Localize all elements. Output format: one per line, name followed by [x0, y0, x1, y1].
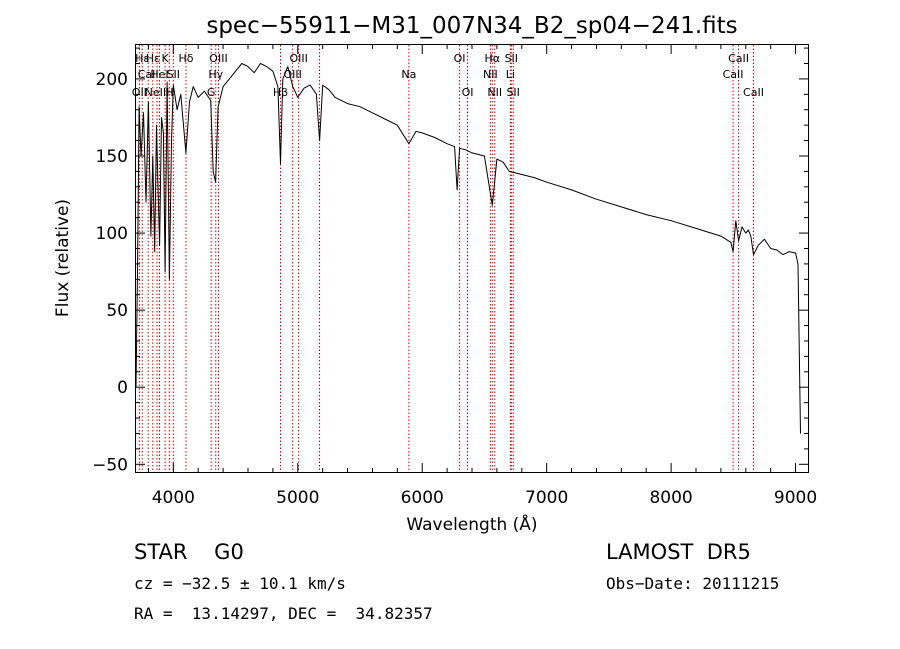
spectral-line-label: Hε	[135, 52, 149, 65]
spectral-line-label: OIII	[289, 52, 307, 65]
spectral-line-label: SII	[167, 68, 180, 81]
spectral-line-label: G	[207, 86, 216, 99]
spectral-line-label: H	[165, 86, 173, 99]
x-tick-label: 6000	[401, 488, 444, 508]
spectral-line-label: OI	[454, 52, 466, 65]
spectral-line-label: Li	[506, 68, 515, 81]
spectral-line-label: Hγ	[208, 68, 223, 81]
y-tick-label: −50	[92, 455, 128, 475]
x-tick-label: 5000	[276, 488, 319, 508]
spectral-line-label: SII	[506, 86, 519, 99]
spectral-line-label: HeI	[150, 68, 168, 81]
x-tick-label: 8000	[649, 488, 692, 508]
x-tick-label: 7000	[525, 488, 568, 508]
spectral-line-label: CaII	[138, 68, 159, 81]
plot-frame	[135, 44, 809, 473]
x-tick-label: 9000	[774, 488, 817, 508]
x-axis-ticks: 4000 5000 6000 7000 8000 9000	[147, 45, 817, 508]
spectral-line-labels: OIIHεCaIIHεNeIIIHeIKHSIIHδGHγOIIIHβOIIIO…	[132, 52, 764, 99]
spectral-line-label: Hα	[485, 52, 501, 65]
spectral-line-markers	[138, 45, 754, 472]
spectral-line-label: Na	[401, 68, 416, 81]
y-tick-label: 0	[117, 378, 128, 398]
spectral-line-label: OIII	[209, 52, 227, 65]
y-axis-label: Flux (relative)	[53, 199, 73, 317]
spectral-line-label: NeIII	[145, 86, 170, 99]
x-axis-label: Wavelength (Å)	[406, 513, 537, 535]
x-tick-label: 4000	[152, 488, 195, 508]
spectral-line-label: Hε	[146, 52, 160, 65]
coordinates: RA = 13.14297, DEC = 34.82357	[134, 604, 433, 623]
spectral-line-label: SII	[505, 52, 518, 65]
y-tick-label: 100	[96, 224, 128, 244]
spectral-line-label: CaII	[723, 68, 744, 81]
y-tick-label: 150	[96, 147, 128, 167]
redshift-velocity: cz = −32.5 ± 10.1 km/s	[134, 574, 346, 593]
chart-title: spec−55911−M31_007N34_B2_sp04−241.fits	[206, 13, 737, 39]
y-axis-ticks: −50 0 50 100 150 200	[92, 47, 808, 475]
spectral-line-label: CaII	[728, 52, 749, 65]
observation-date: Obs−Date: 20111215	[606, 574, 780, 593]
spectral-line-label: NII	[483, 68, 498, 81]
spectral-line-label: OIII	[283, 68, 301, 81]
object-class: STAR G0	[134, 540, 244, 564]
spectral-line-label: K	[162, 52, 170, 65]
spectrum-series-line	[135, 63, 801, 434]
y-tick-label: 50	[106, 301, 128, 321]
spectral-line-label: CaII	[743, 86, 764, 99]
spectral-line-label: Hδ	[179, 52, 194, 65]
survey-name: LAMOST DR5	[606, 540, 751, 564]
spectral-line-label: Hβ	[273, 86, 288, 99]
spectral-line-label: NII	[487, 86, 502, 99]
y-tick-label: 200	[96, 70, 128, 90]
spectral-line-label: OI	[462, 86, 474, 99]
